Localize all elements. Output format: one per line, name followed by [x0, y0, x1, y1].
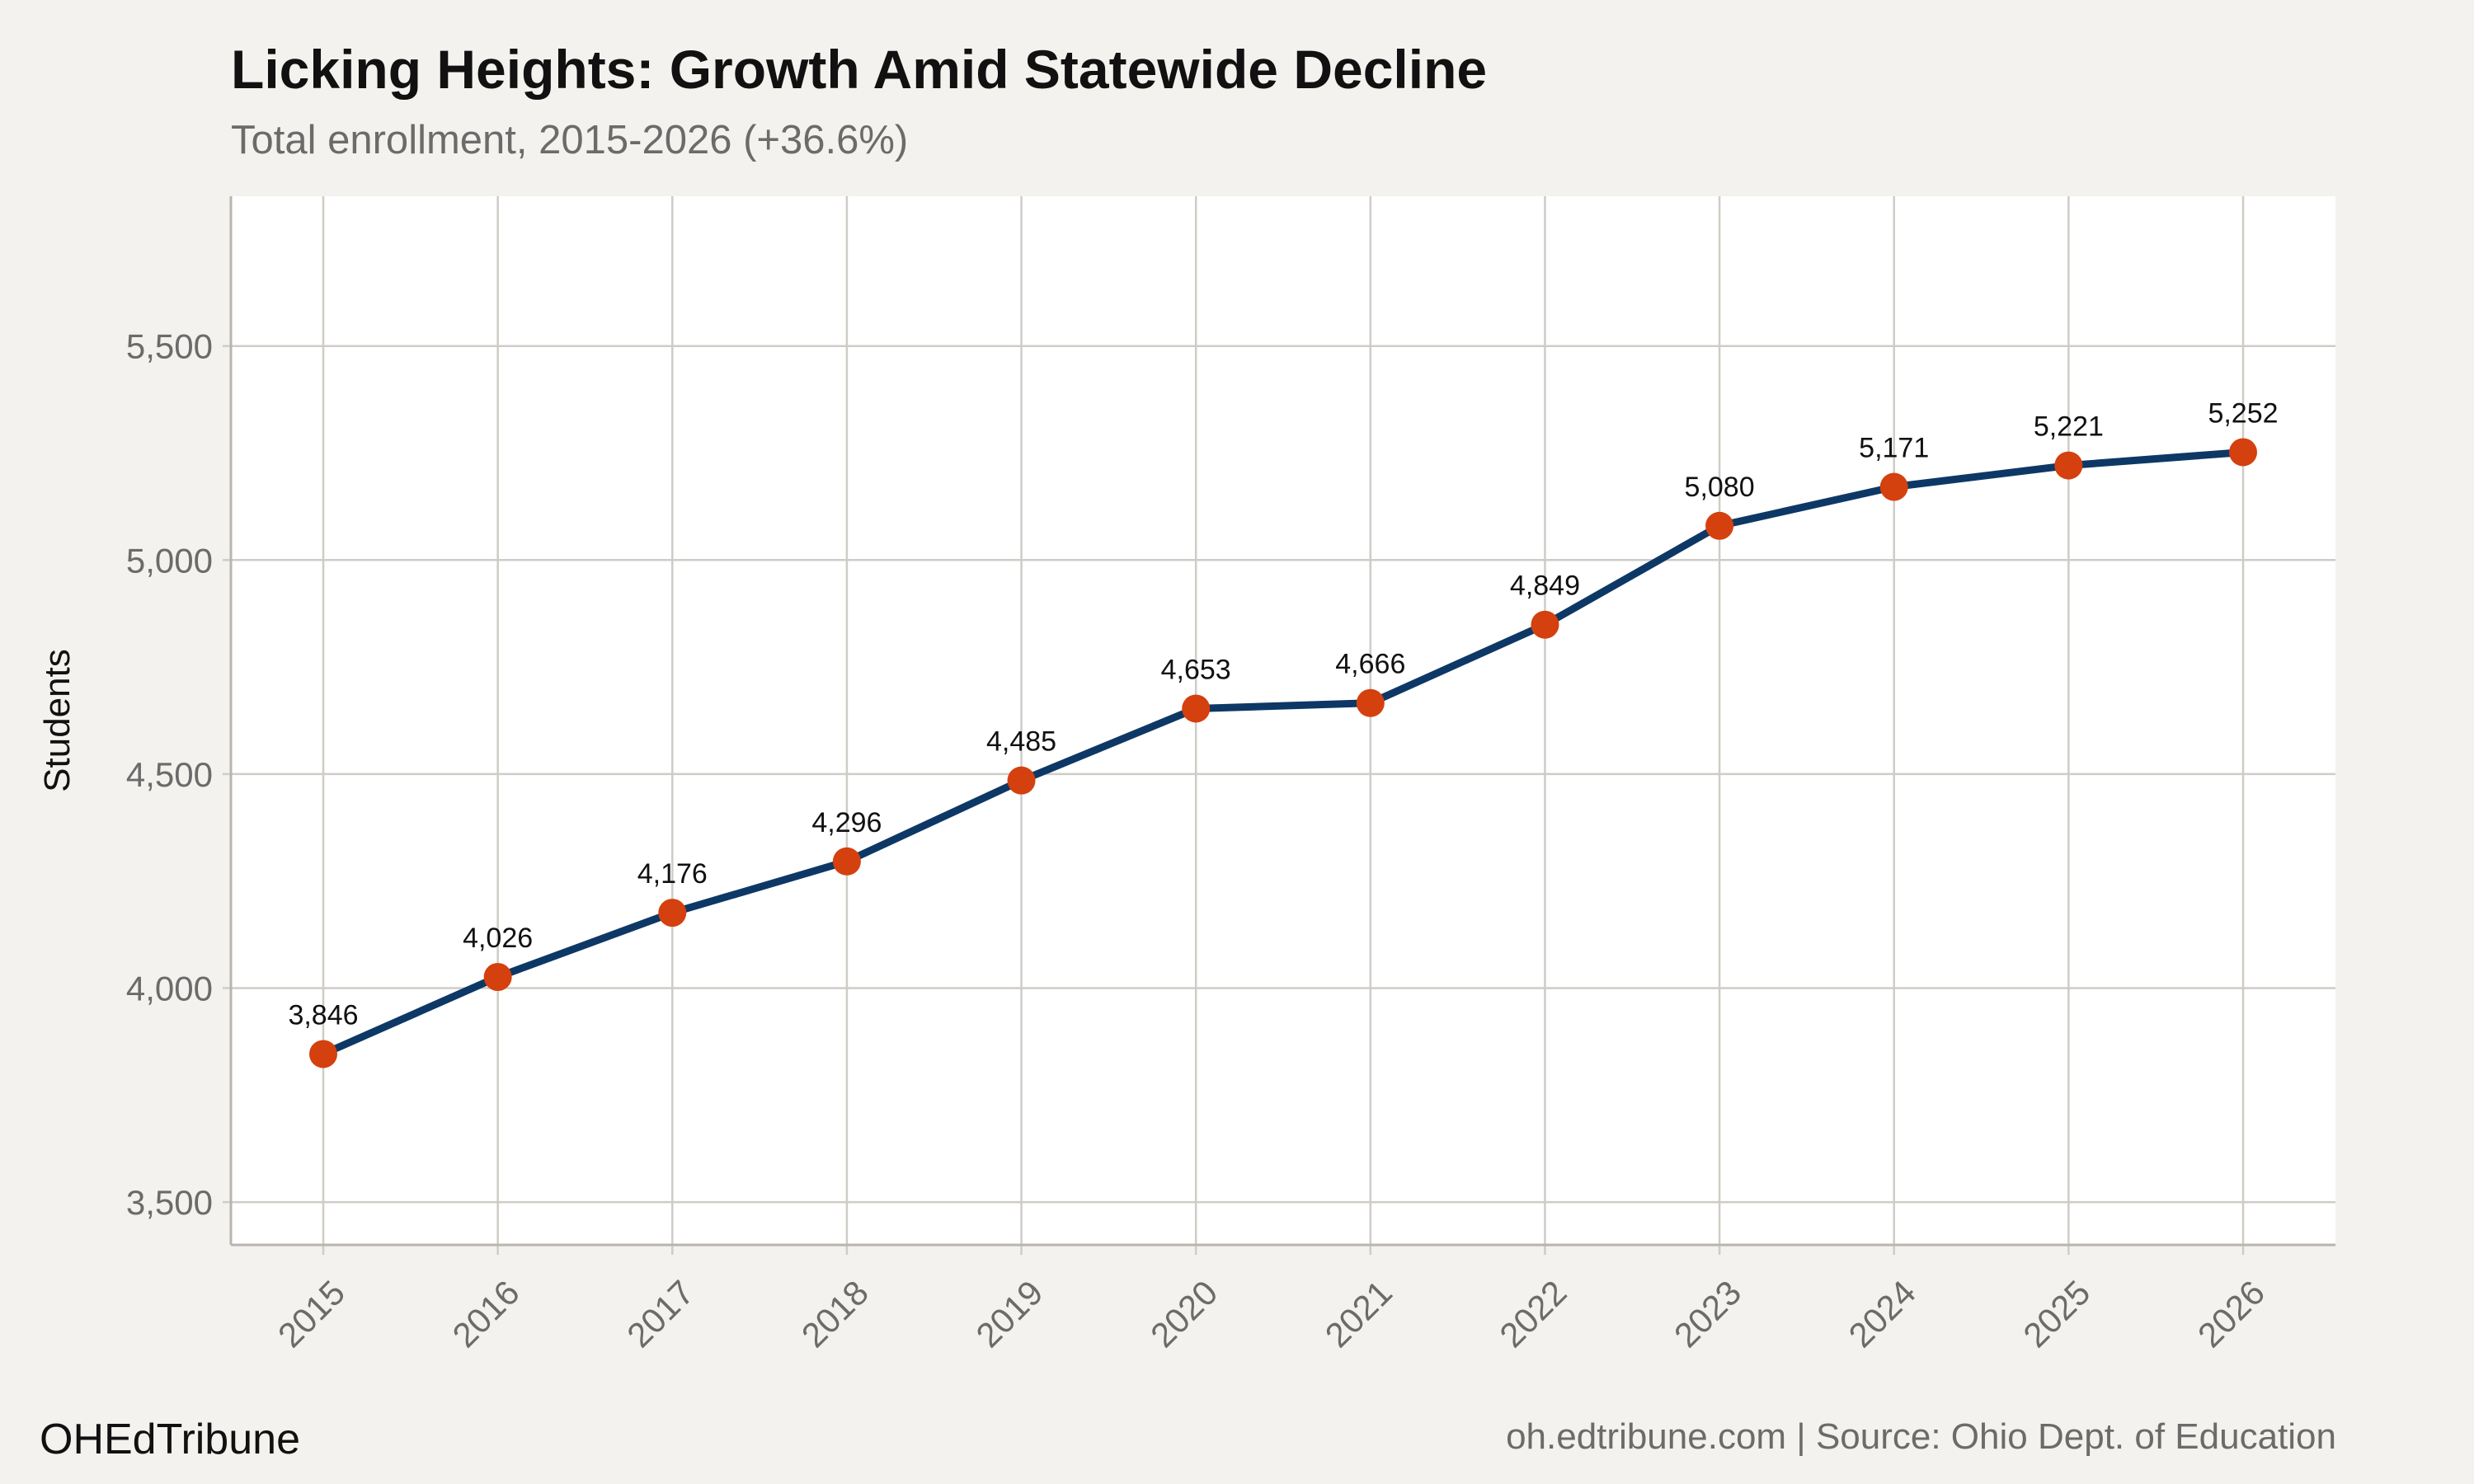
y-axis-title: Students [37, 649, 78, 792]
x-tick-label: 2023 [1667, 1273, 1748, 1355]
data-point [483, 962, 512, 991]
source-credit: oh.edtribune.com | Source: Ohio Dept. of… [1506, 1416, 2336, 1457]
chart-title: Licking Heights: Growth Amid Statewide D… [231, 39, 1488, 100]
x-tick-label: 2024 [1841, 1273, 1923, 1355]
plot-area [231, 196, 2335, 1245]
y-tick-label: 4,500 [126, 755, 213, 794]
data-label: 4,666 [1335, 649, 1405, 680]
x-tick-label: 2015 [270, 1273, 352, 1355]
data-label: 4,296 [811, 807, 882, 838]
data-point [2229, 438, 2257, 467]
data-label: 4,485 [986, 726, 1056, 758]
x-tick-label: 2017 [619, 1273, 701, 1355]
data-point [2054, 451, 2083, 480]
data-point [1007, 766, 1036, 795]
data-label: 4,026 [463, 923, 533, 954]
data-point [658, 899, 687, 928]
y-tick-label: 5,000 [126, 541, 213, 580]
data-label: 5,171 [1859, 433, 1929, 464]
x-tick-label: 2016 [444, 1273, 526, 1355]
x-tick-label: 2022 [1492, 1273, 1573, 1355]
chart-subtitle: Total enrollment, 2015-2026 (+36.6%) [231, 118, 909, 162]
x-tick-label: 2026 [2190, 1273, 2272, 1355]
data-point [1182, 694, 1211, 723]
data-point [1705, 511, 1734, 540]
x-tick-label: 2020 [1143, 1273, 1225, 1355]
data-point [1879, 472, 1908, 501]
data-point [309, 1040, 337, 1068]
data-label: 4,849 [1510, 571, 1580, 602]
data-point [1531, 610, 1559, 639]
y-tick-label: 5,500 [126, 327, 213, 366]
series-line [319, 448, 2247, 1058]
y-tick-label: 3,500 [126, 1183, 213, 1222]
x-tick-label: 2025 [2015, 1273, 2097, 1355]
data-label: 4,176 [637, 858, 708, 890]
data-label: 3,846 [288, 999, 358, 1031]
x-tick-label: 2018 [794, 1273, 876, 1355]
data-point [832, 847, 861, 876]
x-tick-label: 2021 [1318, 1273, 1399, 1355]
brand-label: OHEdTribune [40, 1416, 300, 1463]
x-tick-label: 2019 [968, 1273, 1050, 1355]
data-label: 5,221 [2034, 411, 2104, 443]
data-label: 5,252 [2208, 397, 2278, 429]
y-tick-label: 4,000 [126, 969, 213, 1007]
data-point [1356, 688, 1385, 717]
data-label: 4,653 [1161, 654, 1231, 685]
data-label: 5,080 [1685, 472, 1755, 503]
